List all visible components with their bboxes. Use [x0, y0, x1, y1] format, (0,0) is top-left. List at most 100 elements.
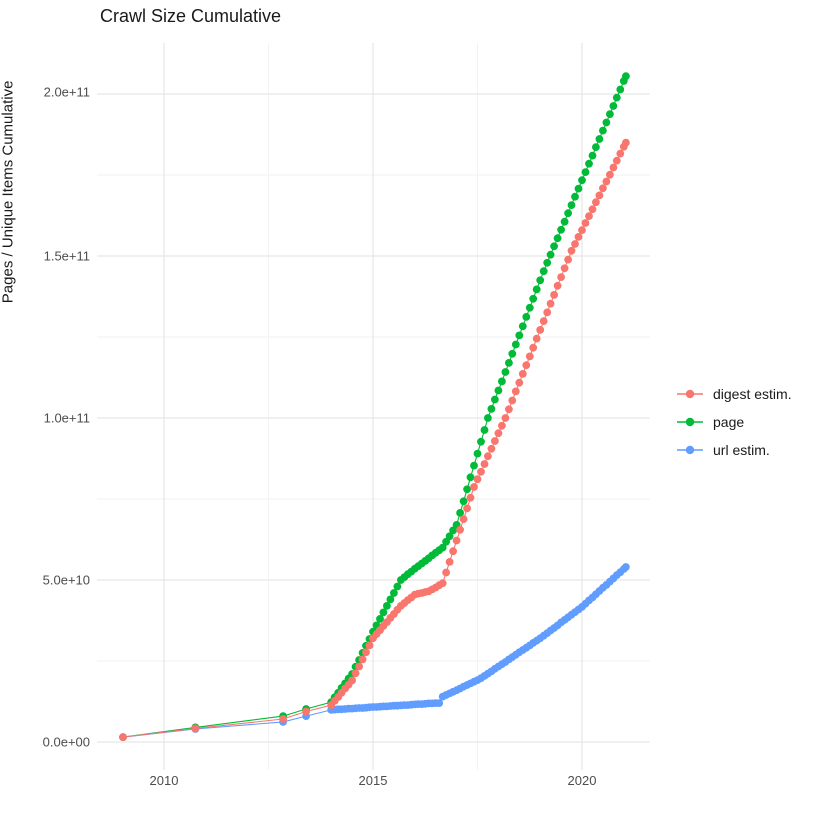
data-point	[505, 359, 513, 367]
data-point	[585, 159, 593, 168]
legend-item-digest-estim: digest estim.	[676, 380, 792, 408]
data-point	[564, 255, 572, 264]
data-point	[525, 352, 534, 361]
data-point	[508, 349, 517, 358]
data-point	[466, 473, 475, 482]
y-axis-title: Pages / Unique Items Cumulative	[0, 80, 17, 304]
data-point	[612, 156, 621, 165]
data-point	[491, 437, 499, 445]
data-point	[518, 322, 527, 331]
y-axis-tick-labels: 0.0e+00 5.0e+10 1.0e+11 1.5e+11 2.0e+11	[43, 85, 90, 750]
data-point	[567, 201, 576, 210]
data-point	[532, 285, 541, 294]
data-point	[505, 405, 513, 414]
data-point	[456, 509, 464, 517]
data-point	[463, 485, 471, 494]
data-point	[191, 724, 200, 733]
data-point	[480, 460, 489, 468]
data-point	[383, 602, 391, 610]
data-point	[487, 405, 496, 413]
data-point	[539, 267, 548, 276]
data-point	[445, 558, 454, 566]
data-point	[585, 212, 593, 221]
data-point	[515, 331, 524, 340]
data-point	[571, 240, 579, 248]
data-point	[536, 326, 545, 334]
data-point	[588, 151, 597, 160]
data-point	[518, 370, 527, 378]
data-point	[553, 281, 562, 290]
data-point	[480, 426, 489, 434]
data-point	[459, 515, 468, 523]
data-point	[560, 264, 569, 273]
data-point	[463, 504, 471, 513]
data-point	[595, 135, 604, 143]
data-point	[606, 170, 614, 179]
data-point	[529, 294, 538, 303]
data-point	[484, 414, 492, 422]
x-tick-label: 2020	[568, 773, 597, 788]
data-point	[470, 461, 478, 470]
y-tick-label: 1.0e+11	[44, 411, 90, 426]
data-point	[473, 475, 482, 484]
data-point	[543, 308, 552, 317]
data-point	[279, 715, 287, 723]
data-point	[536, 276, 545, 285]
data-point	[119, 733, 127, 741]
data-point	[494, 386, 503, 395]
data-point	[456, 525, 464, 534]
data-point	[622, 72, 630, 81]
legend-key-icon	[677, 417, 703, 427]
data-point	[466, 493, 475, 502]
y-tick-label: 1.5e+11	[44, 249, 90, 264]
data-point	[302, 707, 310, 716]
data-point	[351, 669, 360, 678]
major-gridlines	[97, 43, 650, 770]
data-point	[616, 149, 625, 158]
data-point	[539, 317, 548, 325]
data-point	[473, 449, 482, 458]
data-point	[595, 191, 604, 200]
data-point	[358, 655, 367, 664]
series-digest-estim	[119, 138, 630, 741]
legend-item-page: page	[676, 408, 792, 436]
series-url-estim	[119, 563, 630, 741]
data-point	[609, 102, 618, 110]
data-point	[532, 334, 541, 343]
data-point	[581, 168, 590, 177]
data-point	[491, 395, 499, 404]
data-point	[543, 258, 552, 267]
data-point	[550, 242, 558, 251]
data-point	[622, 138, 630, 147]
legend-label: page	[713, 414, 745, 430]
y-tick-label: 0.0e+00	[43, 735, 90, 750]
data-point	[578, 226, 586, 235]
data-point	[564, 209, 572, 218]
legend-label: url estim.	[713, 442, 770, 458]
data-point	[459, 497, 468, 506]
data-point	[477, 437, 485, 446]
legend-key-icon	[677, 445, 703, 455]
data-point	[449, 547, 457, 556]
data-point	[522, 361, 531, 370]
x-tick-label: 2015	[359, 773, 388, 788]
data-point	[546, 250, 555, 259]
data-point	[529, 343, 538, 352]
data-point	[522, 313, 531, 321]
data-point	[438, 579, 447, 588]
data-point	[393, 582, 402, 591]
data-point	[379, 608, 388, 617]
data-point	[560, 217, 569, 226]
data-point	[348, 676, 356, 685]
data-point	[557, 273, 565, 281]
data-point	[501, 414, 510, 422]
data-point	[571, 192, 579, 201]
data-point	[355, 662, 363, 671]
legend-key-icon	[677, 389, 703, 399]
data-point	[578, 176, 586, 185]
data-point	[574, 184, 583, 193]
legend-item-url-estim: url estim.	[676, 436, 792, 464]
chart-title: Crawl Size Cumulative	[100, 6, 282, 26]
